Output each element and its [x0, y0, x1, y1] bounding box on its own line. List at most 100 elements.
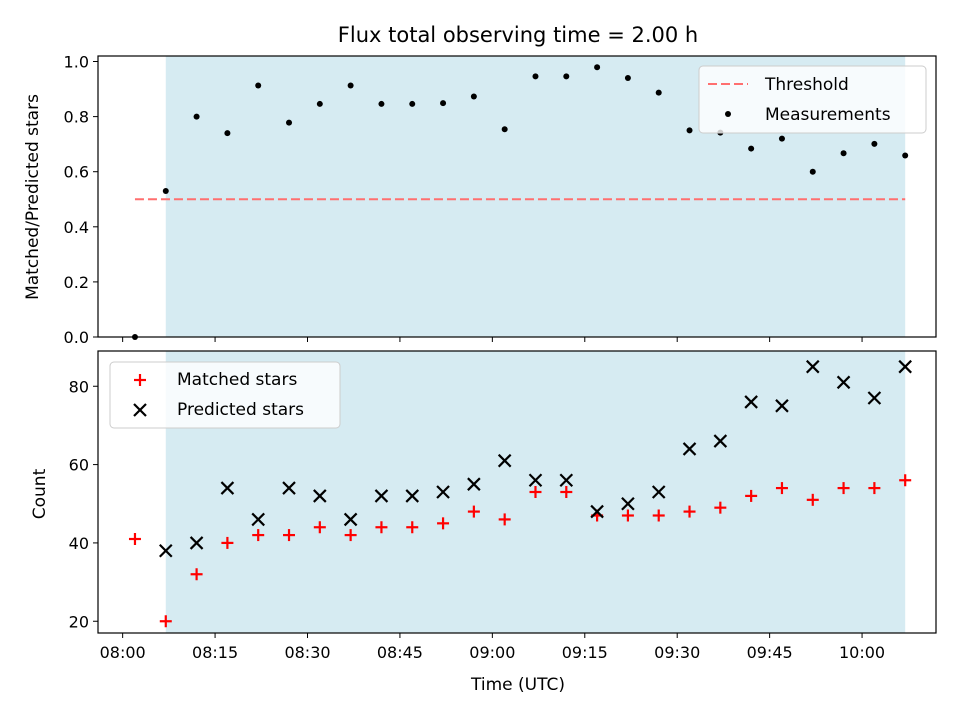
cross-stroke-b — [621, 496, 635, 511]
measurement-point — [563, 73, 570, 80]
matched-star-point — [190, 568, 203, 581]
matched-star-point — [621, 509, 634, 522]
matched-star-point — [745, 489, 758, 502]
matched-star-point — [344, 529, 357, 542]
predicted-star-point — [621, 496, 635, 511]
cross-stroke-b — [528, 473, 543, 488]
predicted-star-point — [343, 512, 358, 527]
cross-stroke-b — [713, 434, 728, 448]
measurement-point — [778, 135, 785, 142]
cross-stroke-b — [805, 359, 820, 374]
top-y-tick-label: 0.4 — [64, 218, 89, 237]
cross-stroke-b — [251, 512, 265, 527]
top-y-tick-label: 1.0 — [64, 53, 89, 72]
x-tick-label: 08:30 — [284, 643, 330, 662]
cross-stroke-b — [775, 399, 789, 413]
top-legend: Threshold Measurements — [698, 65, 927, 134]
cross-stroke-b — [189, 536, 204, 550]
top-y-tick-label: 0.0 — [64, 328, 89, 347]
predicted-star-point — [436, 485, 450, 499]
measurement-point — [470, 93, 477, 100]
top-plot-frame — [97, 55, 937, 338]
matched-star-point — [159, 615, 172, 628]
measurement-point — [902, 152, 909, 159]
matched-star-point — [437, 517, 450, 530]
cross-stroke-b — [867, 391, 882, 405]
predicted-star-point — [251, 512, 265, 527]
count-points — [128, 359, 912, 628]
predicted-star-point — [713, 434, 728, 448]
x-tick-label: 08:15 — [192, 643, 238, 662]
measurement-point — [624, 75, 631, 82]
measurement-point — [224, 130, 231, 137]
x-tick-label: 09:15 — [562, 643, 608, 662]
predicted-star-point — [282, 481, 296, 495]
cross-stroke-b — [405, 489, 420, 503]
matched-star-point — [899, 474, 912, 487]
measurement-point — [655, 89, 662, 96]
x-tick-label: 08:45 — [377, 643, 423, 662]
predicted-star-point — [374, 489, 389, 503]
measurement-point — [532, 73, 539, 80]
measurement-point — [501, 126, 508, 133]
matched-star-point — [221, 536, 234, 549]
legend-predicted-swatch — [133, 403, 147, 417]
bottom-panel: 20 40 60 80 08:00 08:15 08:30 08:45 09:00 09:15 09… — [30, 350, 937, 695]
cross-stroke-b — [467, 477, 481, 491]
top-y-tick-label: 0.2 — [64, 273, 89, 292]
predicted-star-point — [559, 473, 574, 488]
predicted-star-point — [189, 536, 204, 550]
x-tick-label: 09:00 — [469, 643, 515, 662]
cross-stroke-b — [682, 442, 697, 456]
bottom-legend: Matched stars Predicted stars — [109, 361, 341, 429]
measurement-point — [686, 127, 693, 134]
measurement-point — [409, 100, 416, 107]
cross-stroke-b — [436, 485, 450, 499]
measurement-point — [255, 82, 262, 89]
x-tick-label: 09:30 — [654, 643, 700, 662]
x-tick-label: 08:00 — [100, 643, 146, 662]
bottom-y-tick-label: 60 — [69, 456, 89, 475]
top-axis-ticks: 0.0 0.2 0.4 0.6 0.8 1.0 — [64, 53, 863, 347]
matched-star-point — [775, 482, 788, 495]
predicted-star-point — [159, 543, 173, 558]
bottom-axis-ticks: 20 40 60 80 08:00 08:15 08:30 08:45 09:00 09:15 09… — [69, 377, 885, 662]
predicted-star-point — [651, 485, 666, 499]
matched-star-point — [683, 505, 696, 518]
predicted-star-point — [682, 442, 697, 456]
predicted-star-point — [836, 375, 851, 390]
legend-cross-marker — [133, 403, 147, 417]
cross-stroke-b — [744, 395, 758, 409]
cross-stroke-b — [282, 481, 296, 495]
measurement-point — [347, 82, 354, 89]
predicted-star-point — [744, 395, 758, 409]
cross-stroke-b — [590, 504, 604, 519]
predicted-star-point — [590, 504, 604, 519]
matched-star-point — [560, 486, 573, 498]
cross-stroke-b — [159, 543, 173, 558]
matched-star-point — [467, 505, 480, 518]
predicted-star-point — [220, 481, 235, 495]
measurement-point — [378, 100, 385, 107]
predicted-star-point — [775, 399, 789, 413]
top-panel: 0.0 0.2 0.4 0.6 0.8 1.0 Matched/Predicted sta… — [23, 53, 937, 347]
matched-star-point — [252, 529, 265, 542]
legend-plus-marker — [134, 374, 146, 386]
x-axis-label: Time (UTC) — [470, 675, 565, 695]
cross-stroke-b — [220, 481, 235, 495]
predicted-star-point — [898, 359, 912, 374]
matched-star-point — [498, 513, 511, 526]
measurement-point — [871, 140, 878, 147]
top-legend-box — [698, 65, 927, 134]
matched-star-point — [375, 521, 388, 534]
measurement-point — [193, 113, 200, 120]
measurement-point — [286, 119, 293, 126]
matched-star-point — [837, 482, 850, 495]
measurement-point — [316, 100, 323, 107]
bottom-legend-box — [109, 361, 341, 429]
cross-stroke-b — [898, 359, 912, 374]
x-tick-label: 10:00 — [839, 643, 885, 662]
measurement-point — [594, 64, 601, 71]
cross-stroke-b — [836, 375, 851, 390]
